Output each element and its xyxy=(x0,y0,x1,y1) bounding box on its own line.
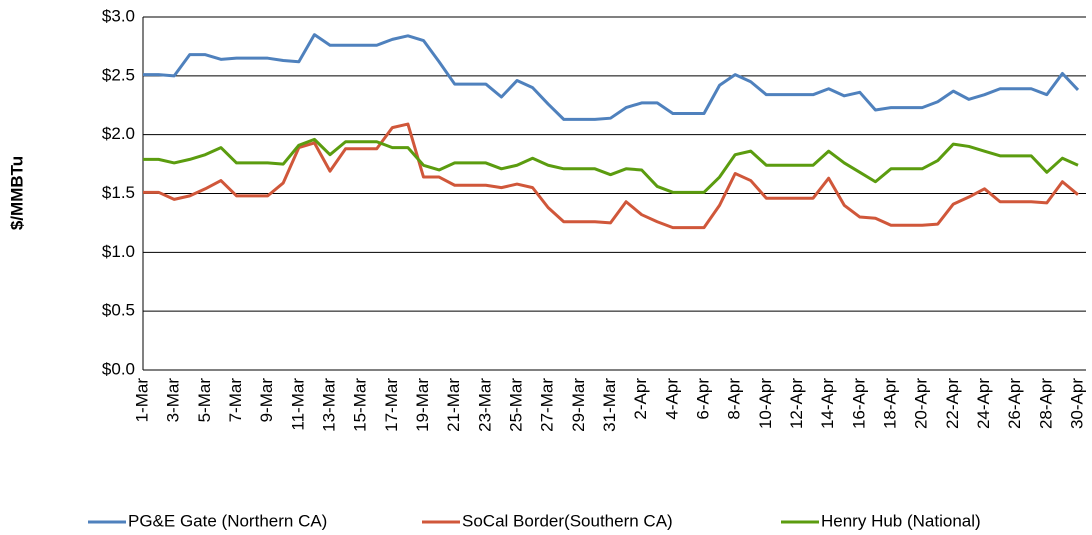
x-tick-label: 21-Mar xyxy=(444,378,463,432)
x-tick-label: 20-Apr xyxy=(912,378,931,429)
x-tick-label: 27-Mar xyxy=(538,378,557,432)
series-line xyxy=(143,137,1079,194)
x-tick-label: 9-Mar xyxy=(257,378,276,423)
y-tick-label: $2.5 xyxy=(102,65,135,84)
x-tick-label: 13-Mar xyxy=(319,378,338,432)
legend-label: SoCal Border(Southern CA) xyxy=(462,511,673,530)
y-tick-label: $1.0 xyxy=(102,242,135,261)
y-axis-label: $/MMBTu xyxy=(7,156,26,230)
y-tick-label: $1.5 xyxy=(102,183,135,202)
y-tick-label: $0.5 xyxy=(102,301,135,320)
x-tick-label: 12-Apr xyxy=(787,378,806,429)
x-tick-label: 5-Mar xyxy=(195,378,214,423)
x-tick-label: 29-Mar xyxy=(569,378,588,432)
x-tick-label: 23-Mar xyxy=(475,378,494,432)
legend-label: Henry Hub (National) xyxy=(821,511,981,530)
series-line xyxy=(143,33,1080,121)
x-tick-label: 4-Apr xyxy=(662,378,681,420)
x-tick-label: 25-Mar xyxy=(506,378,525,432)
x-tick-label: 8-Apr xyxy=(725,378,744,420)
x-tick-label: 19-Mar xyxy=(413,378,432,432)
x-tick-label: 26-Apr xyxy=(1005,378,1024,429)
x-tick-label: 24-Apr xyxy=(974,378,993,429)
x-tick-label: 17-Mar xyxy=(382,378,401,432)
x-tick-label: 22-Apr xyxy=(943,378,962,429)
x-tick-label: 2-Apr xyxy=(631,378,650,420)
y-tick-label: $2.0 xyxy=(102,124,135,143)
x-tick-label: 30-Apr xyxy=(1067,378,1086,429)
x-tick-label: 3-Mar xyxy=(164,378,183,423)
x-tick-label: 10-Apr xyxy=(756,378,775,429)
y-tick-label: $0.0 xyxy=(102,359,135,378)
legend-label: PG&E Gate (Northern CA) xyxy=(128,511,327,530)
x-tick-label: 11-Mar xyxy=(288,378,307,431)
x-tick-label: 16-Apr xyxy=(849,378,868,429)
x-tick-label: 15-Mar xyxy=(351,378,370,432)
x-tick-label: 14-Apr xyxy=(818,378,837,429)
x-tick-label: 6-Apr xyxy=(693,378,712,420)
x-tick-label: 31-Mar xyxy=(600,378,619,432)
x-tick-label: 28-Apr xyxy=(1036,378,1055,429)
x-tick-label: 1-Mar xyxy=(132,378,151,423)
x-tick-label: 7-Mar xyxy=(226,378,245,423)
x-tick-label: 18-Apr xyxy=(880,378,899,429)
y-tick-label: $3.0 xyxy=(102,6,135,25)
